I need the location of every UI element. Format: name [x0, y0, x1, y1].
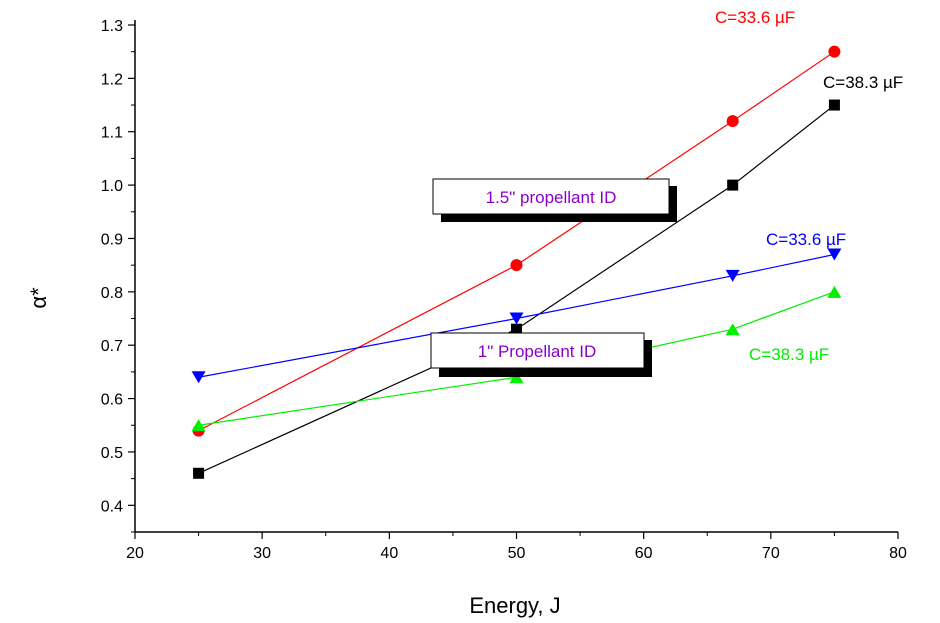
annotation-label-1in: 1" Propellant ID	[478, 342, 597, 361]
y-tick-label: 0.8	[101, 285, 123, 302]
series-3-point	[509, 371, 524, 384]
y-tick-label: 1.2	[101, 71, 123, 88]
series-2-point	[725, 269, 740, 282]
series-label-green: C=38.3 µF	[749, 345, 829, 364]
series-2-point	[509, 312, 524, 325]
ticks: 20 30 40 50 60 70 80 0.4 0.5 0.6 0.7 0.8 0.9 1.0 1.1 1.…	[101, 18, 907, 562]
x-tick-label: 20	[126, 545, 144, 562]
series-0-point	[726, 115, 739, 128]
x-tick-label: 50	[508, 545, 526, 562]
y-tick-label: 0.7	[101, 338, 123, 355]
series-label-blue: C=33.6 µF	[766, 230, 846, 249]
annotation-box-1-5in: 1.5" propellant ID	[432, 178, 677, 222]
annotation-box-1-5in-frame	[432, 178, 670, 215]
series-1-point	[727, 179, 739, 191]
y-tick-label: 0.6	[101, 392, 123, 409]
y-tick-label: 0.4	[101, 498, 123, 515]
x-tick-label: 30	[253, 545, 271, 562]
series-2-point	[191, 371, 206, 384]
series-line-1	[198, 104, 835, 474]
y-tick-label: 1.3	[101, 18, 123, 35]
series-1-point	[193, 467, 205, 479]
series-line-2	[198, 253, 835, 378]
x-axis-title: Energy, J	[469, 593, 560, 618]
series-label-black: C=38.3 µF	[823, 73, 903, 92]
y-tick-label: 1.1	[101, 125, 123, 142]
annotation-label-1-5in: 1.5" propellant ID	[486, 188, 617, 207]
series-3-point	[725, 323, 740, 336]
annotation-box-1in: 1" Propellant ID	[430, 332, 652, 377]
x-tick-label: 80	[889, 545, 907, 562]
series-0-point	[828, 45, 841, 58]
x-tick-label: 70	[762, 545, 780, 562]
series-0-point	[510, 259, 523, 272]
series-3-point	[827, 285, 842, 298]
axes	[134, 20, 898, 533]
x-tick-label: 60	[635, 545, 653, 562]
series-2-point	[827, 248, 842, 261]
y-tick-label: 0.5	[101, 445, 123, 462]
y-axis-title: α*	[26, 287, 51, 309]
y-tick-label: 1.0	[101, 178, 123, 195]
annotation-box-1in-frame	[430, 332, 645, 369]
y-tick-label: 0.9	[101, 231, 123, 248]
series-3-point	[191, 419, 206, 432]
series-markers	[191, 45, 842, 479]
x-tick-label: 40	[380, 545, 398, 562]
series-label-red: C=33.6 µF	[715, 8, 795, 27]
series-1-point	[828, 99, 840, 111]
series-1-point	[511, 323, 522, 335]
